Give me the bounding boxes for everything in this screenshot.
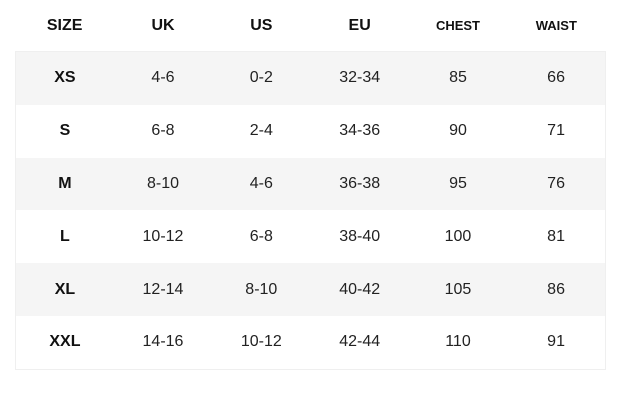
table-cell: 10-12 <box>142 227 184 245</box>
table-row: L 10-12 6-8 38-40 100 81 <box>16 210 606 263</box>
table-cell: 38-40 <box>339 227 381 245</box>
table-cell: 91 <box>547 333 565 351</box>
table-cell: 86 <box>547 280 565 298</box>
table-cell: 6-8 <box>249 227 273 245</box>
table-header: SIZE UK US EU CHEST WAIST <box>16 0 606 52</box>
table-cell: 71 <box>547 122 565 140</box>
table-cell: 4-6 <box>151 69 175 87</box>
table-row: XS 4-6 0-2 32-34 85 66 <box>15 51 606 105</box>
table-cell: 34-36 <box>339 122 381 140</box>
size-cell: S <box>59 122 71 140</box>
column-header: SIZE <box>46 16 83 34</box>
size-cell: XS <box>54 69 76 87</box>
table-cell: 14-16 <box>142 333 184 351</box>
table-cell: 90 <box>449 122 467 140</box>
table-cell: 32-34 <box>339 69 381 87</box>
table-cell: 105 <box>444 280 472 298</box>
table-cell: 2-4 <box>249 122 273 140</box>
table-row: S 6-8 2-4 34-36 90 71 <box>16 105 606 158</box>
table-cell: 10-12 <box>240 333 282 351</box>
table-cell: 100 <box>444 227 472 245</box>
table-cell: 76 <box>547 174 565 192</box>
table-cell: 6-8 <box>151 122 175 140</box>
table-cell: 8-10 <box>245 280 278 298</box>
column-header: WAIST <box>535 18 577 33</box>
table-cell: 81 <box>547 227 565 245</box>
size-cell: XXL <box>49 333 81 351</box>
size-cell: L <box>60 227 70 245</box>
header-row: SIZE UK US EU CHEST WAIST <box>16 0 606 52</box>
table-cell: 4-6 <box>249 174 273 192</box>
table-cell: 12-14 <box>142 280 184 298</box>
column-header: US <box>250 16 273 34</box>
size-cell: M <box>58 174 72 192</box>
size-table: SIZE UK US EU CHEST WAIST XS 4-6 0-2 32-34 85 66 S 6… <box>15 0 606 370</box>
column-header: UK <box>151 16 175 34</box>
table-row: M 8-10 4-6 36-38 95 76 <box>15 157 606 211</box>
column-header: EU <box>348 16 371 34</box>
table-cell: 8-10 <box>146 174 179 192</box>
table-cell: 85 <box>449 69 467 87</box>
table-row: XL 12-14 8-10 40-42 105 86 <box>15 263 606 316</box>
table-cell: 42-44 <box>339 333 381 351</box>
table-cell: 95 <box>449 174 467 192</box>
table-cell: 66 <box>547 69 565 87</box>
table-body: XS 4-6 0-2 32-34 85 66 S 6-8 2-4 34-36 90 71 M 8-10 4-… <box>15 51 606 370</box>
size-cell: XL <box>54 280 76 298</box>
table-cell: 40-42 <box>339 280 381 298</box>
table-row: XXL 14-16 10-12 42-44 110 91 <box>16 316 606 369</box>
table-cell: 0-2 <box>249 69 273 87</box>
table-cell: 110 <box>445 333 471 351</box>
column-header: CHEST <box>435 18 480 33</box>
table-cell: 36-38 <box>339 174 381 192</box>
